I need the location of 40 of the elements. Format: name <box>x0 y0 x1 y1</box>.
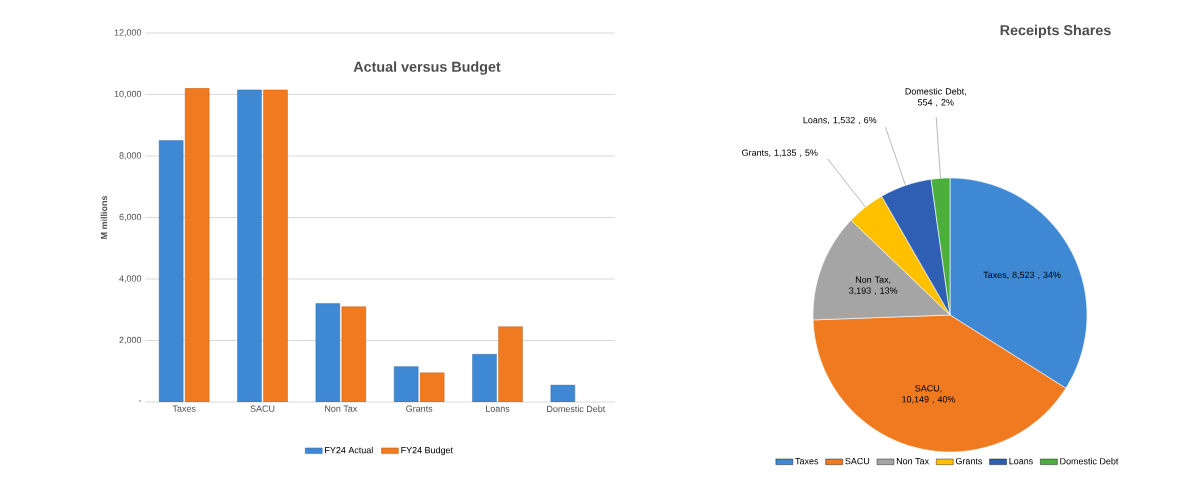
bar <box>237 89 262 402</box>
y-tick-label: 8,000 <box>119 152 142 160</box>
y-tick-label: 4,000 <box>119 275 142 283</box>
y-tick-label: 6,000 <box>119 213 142 222</box>
x-tick-label: Loans <box>486 405 510 412</box>
legend-label: Non Tax <box>896 457 929 465</box>
bar <box>315 303 341 402</box>
legend-label: SACU <box>845 457 870 465</box>
text: Actual versus Budget <box>353 61 501 75</box>
x-tick-label: Grants <box>406 405 433 412</box>
legend-label: Domestic Debt <box>1060 457 1119 465</box>
data-label: Loans, 1,532 , 6% <box>803 116 877 125</box>
bar <box>263 89 288 402</box>
y-tick-label: 2,000 <box>119 336 142 345</box>
x-tick-label: Taxes <box>172 405 196 412</box>
data-label: SACU, 10,149 , 40% <box>902 385 956 404</box>
bar <box>498 326 523 402</box>
y-tick-label: 12,000 <box>114 29 142 37</box>
x-tick-label: Non Tax <box>325 405 358 412</box>
bar <box>419 372 445 402</box>
data-label: Non Tax, 3,193 , 13% <box>849 276 898 295</box>
bar <box>472 354 497 402</box>
y-tick-label: 10,000 <box>114 90 142 99</box>
y-tick-label: - <box>138 400 142 402</box>
legend-label: FY24 Budget <box>401 446 453 456</box>
legend-label: Grants <box>955 457 983 465</box>
x-tick-label: SACU <box>250 405 275 412</box>
data-label: Domestic Debt, 554 , 2% <box>905 87 966 107</box>
legend-label: Loans <box>1009 457 1033 465</box>
data-label: Grants, 1,135 , 5% <box>742 149 818 157</box>
legend-label: FY24 Actual <box>325 446 373 454</box>
bar <box>184 88 210 402</box>
bar <box>393 366 419 402</box>
chart-title: Receipts Shares <box>1000 24 1111 39</box>
legend-label: Taxes <box>795 457 819 465</box>
data-label: Taxes, 8,523 , 34% <box>983 271 1061 280</box>
bar <box>341 306 367 402</box>
x-tick-label: Domestic Debt <box>547 405 606 413</box>
bar <box>158 140 184 402</box>
y-axis-title: M millions <box>100 195 108 239</box>
